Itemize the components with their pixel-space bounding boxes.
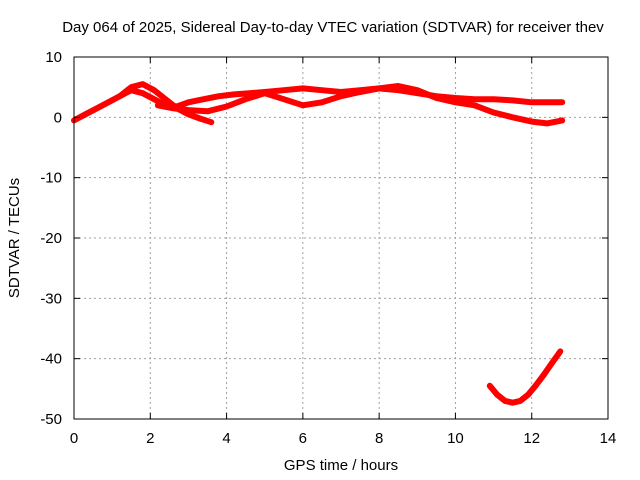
axis-ticks xyxy=(73,56,609,420)
y-tick-label: -10 xyxy=(40,170,62,187)
y-tick-label: 10 xyxy=(45,49,62,66)
grid xyxy=(74,57,608,419)
x-axis-label: GPS time / hours xyxy=(284,457,398,474)
y-axis-label: SDTVAR / TECUs xyxy=(6,178,23,298)
x-tick-label: 6 xyxy=(299,430,307,447)
x-tick-labels: 0 2 4 6 8 10 12 14 xyxy=(70,430,617,447)
y-tick-label: -50 xyxy=(40,411,62,428)
x-tick-label: 8 xyxy=(375,430,383,447)
x-tick-label: 0 xyxy=(70,430,78,447)
series-line-arc-3 xyxy=(154,83,566,127)
y-tick-label: -40 xyxy=(40,351,62,368)
x-tick-label: 2 xyxy=(146,430,154,447)
x-tick-label: 12 xyxy=(523,430,540,447)
series-line-arc-1 xyxy=(71,81,215,126)
chart-title: Day 064 of 2025, Sidereal Day-to-day VTE… xyxy=(62,19,604,36)
y-tick-labels: 10 0 -10 -20 -30 -40 -50 xyxy=(40,49,62,428)
x-tick-label: 14 xyxy=(600,430,617,447)
x-tick-label: 4 xyxy=(222,430,230,447)
y-tick-label: 0 xyxy=(54,109,62,126)
series-line-arc-4 xyxy=(486,348,564,406)
data-series xyxy=(71,81,566,406)
y-tick-label: -30 xyxy=(40,290,62,307)
y-tick-label: -20 xyxy=(40,230,62,247)
x-tick-label: 10 xyxy=(447,430,464,447)
